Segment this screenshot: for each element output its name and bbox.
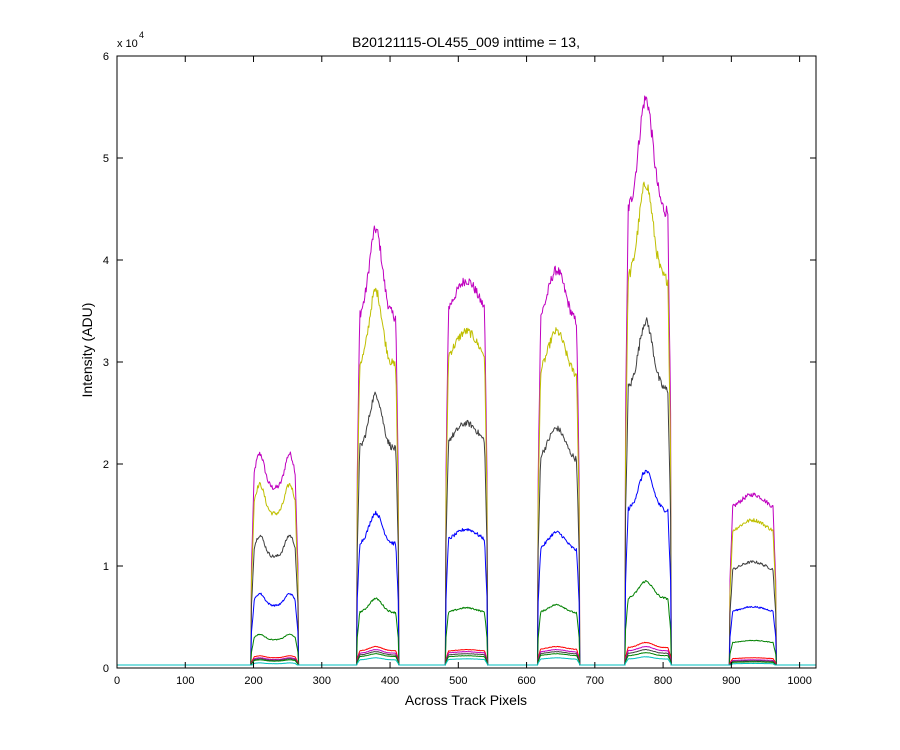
plot-area (117, 56, 816, 668)
y-multiplier-base: x 10 (117, 38, 138, 50)
y-tick-label: 6 (103, 51, 109, 63)
x-tick-label: 200 (244, 675, 262, 687)
x-tick-label: 300 (313, 675, 331, 687)
y-tick-label: 4 (103, 255, 109, 267)
y-tick-label: 1 (103, 561, 109, 573)
x-axis: 0 100 200 300 400 500 600 700 800 900 1000 (114, 56, 812, 687)
y-tick-label: 0 (103, 663, 109, 675)
chart-title: B20121115-OL455_009 inttime = 13, (352, 34, 580, 50)
series-layer (117, 95, 816, 666)
y-tick-label: 3 (103, 357, 109, 369)
y-multiplier-exponent: 4 (139, 30, 144, 40)
x-tick-label: 700 (586, 675, 604, 687)
y-tick-label: 5 (103, 153, 109, 165)
x-tick-label: 900 (722, 675, 740, 687)
y-tick-label: 2 (103, 459, 109, 471)
x-tick-label: 100 (176, 675, 194, 687)
x-tick-label: 600 (517, 675, 535, 687)
x-tick-label: 1000 (787, 675, 811, 687)
series-line-9 (117, 656, 816, 666)
y-axis: 0 1 2 3 4 5 6 (103, 51, 816, 675)
x-axis-title: Across Track Pixels (405, 692, 527, 708)
x-tick-label: 500 (449, 675, 467, 687)
x-tick-label: 800 (654, 675, 672, 687)
y-axis-title: Intensity (ADU) (79, 303, 95, 398)
x-tick-label: 0 (114, 675, 120, 687)
x-tick-label: 400 (381, 675, 399, 687)
